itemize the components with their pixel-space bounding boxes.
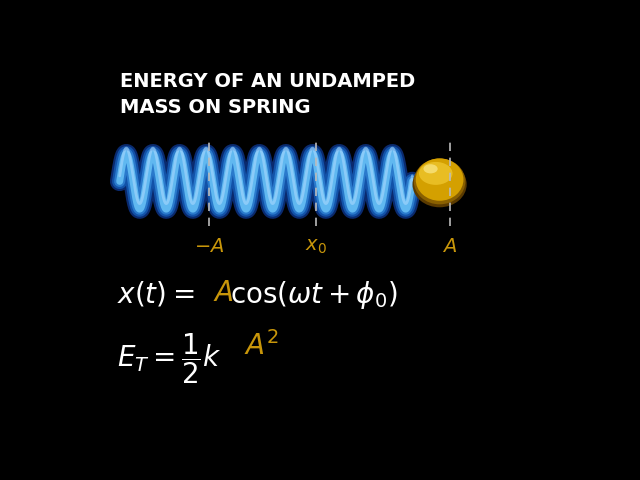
Ellipse shape — [414, 158, 465, 204]
Text: $\cos(\omega t + \phi_0)$: $\cos(\omega t + \phi_0)$ — [230, 279, 398, 312]
Text: $x_0$: $x_0$ — [305, 237, 326, 256]
Text: $x(t) = $: $x(t) = $ — [117, 279, 195, 308]
Text: $E_T = \dfrac{1}{2}k$: $E_T = \dfrac{1}{2}k$ — [117, 331, 221, 386]
Text: ENERGY OF AN UNDAMPED: ENERGY OF AN UNDAMPED — [120, 72, 415, 91]
Ellipse shape — [424, 164, 438, 173]
Text: MASS ON SPRING: MASS ON SPRING — [120, 98, 310, 117]
Ellipse shape — [419, 162, 452, 185]
Ellipse shape — [413, 161, 467, 207]
Text: $A$: $A$ — [213, 279, 234, 307]
Text: $A^2$: $A^2$ — [244, 331, 278, 361]
Ellipse shape — [416, 158, 463, 201]
Text: $-A$: $-A$ — [194, 237, 224, 256]
Text: $A$: $A$ — [442, 237, 457, 256]
